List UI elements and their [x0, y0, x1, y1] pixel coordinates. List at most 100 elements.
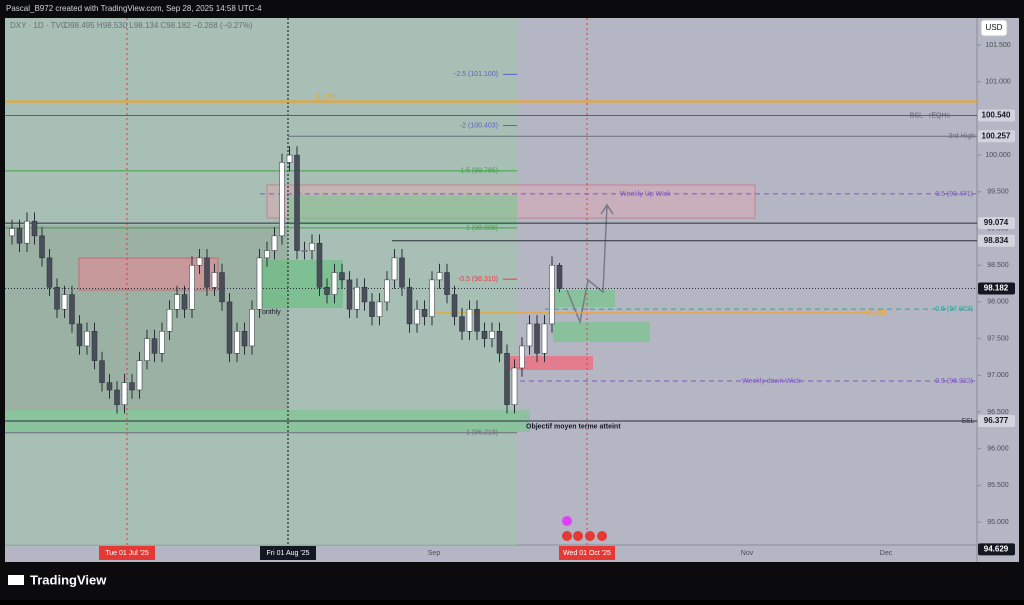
- currency[interactable]: USD: [986, 23, 1003, 32]
- candle-body: [31, 220, 38, 237]
- candle-body: [459, 316, 465, 332]
- candle-body: [541, 323, 548, 354]
- candle-body: [174, 294, 180, 310]
- candle-body: [121, 382, 128, 405]
- y-tick-label: 100.000: [985, 152, 1010, 159]
- candle-body: [534, 323, 540, 354]
- candle-body: [496, 331, 503, 354]
- candle-body: [369, 301, 375, 317]
- x-tick-label: Fri 01 Aug '25: [267, 550, 310, 557]
- brand: TradingView: [30, 572, 107, 587]
- candle-body: [421, 308, 428, 317]
- time-axis: [5, 545, 1019, 562]
- chart-layer: 95.000 95.500 96.000 96.500 97.000 97.500 98.0…: [5, 42, 1015, 560]
- symbol: DXY · 1D · TVC: [10, 21, 67, 30]
- candle-body: [451, 294, 458, 317]
- price-axis: [977, 18, 1019, 545]
- x-tick-label: Dec: [880, 550, 893, 557]
- y-tick-label: 101.500: [985, 42, 1010, 49]
- x-label-box: [99, 546, 155, 560]
- candle-body: [414, 308, 420, 325]
- candle-body: [309, 242, 315, 251]
- zone: [553, 322, 650, 342]
- y-tick-label: 95.000: [987, 519, 1009, 526]
- candle-body: [46, 257, 53, 288]
- candle-body: [9, 228, 15, 237]
- candle-body: [211, 272, 218, 288]
- level-label: 1 (96.218): [466, 430, 498, 437]
- candle-body: [249, 308, 255, 347]
- candle-body: [474, 308, 480, 332]
- currency-button[interactable]: [980, 19, 1008, 37]
- candle-body: [136, 360, 143, 391]
- event-icon: [585, 531, 595, 541]
- candle-body: [339, 272, 345, 281]
- price-tag-label: 94.629: [984, 544, 1009, 553]
- candle-body: [444, 272, 450, 295]
- y-tick-label: 98.000: [987, 299, 1009, 306]
- price-tag: [978, 217, 1015, 230]
- candle-body: [106, 382, 113, 391]
- price-tag: [978, 234, 1015, 247]
- zone: [260, 260, 343, 308]
- event-icon: [597, 531, 607, 541]
- candle-body: [129, 382, 135, 391]
- level-label: 3rd High: [949, 133, 976, 140]
- price-tag-label: 100.257: [982, 131, 1011, 140]
- candle-body: [189, 264, 195, 310]
- level-label: 0.5 (97.902): [935, 306, 973, 313]
- level-label: BSL - rEQHs: [910, 112, 951, 119]
- level-label: D -OB: [315, 93, 335, 100]
- candle-body: [406, 286, 413, 325]
- y-tick-label: 97.000: [987, 372, 1009, 379]
- candle-body: [91, 331, 98, 361]
- projection-arrow: [566, 203, 614, 325]
- candle-body: [76, 323, 83, 347]
- candle-body: [114, 389, 120, 405]
- x-tick-label: Tue 01 Jul '25: [105, 550, 149, 557]
- logo: [8, 575, 24, 585]
- candle-body: [376, 301, 383, 317]
- candle-body: [519, 345, 525, 369]
- candle-body: [361, 286, 368, 303]
- candle-body: [429, 279, 435, 317]
- price-tag: [978, 109, 1015, 122]
- price-tag-label: 100.540: [982, 111, 1011, 120]
- candle-body: [144, 338, 150, 361]
- y-tick-label: 98.500: [987, 262, 1009, 269]
- y-tick-label: 96.000: [987, 446, 1009, 453]
- event-icon: [562, 516, 572, 526]
- x-label-box: [559, 546, 615, 560]
- annotation: onthly: [262, 309, 281, 316]
- candle-body: [316, 242, 323, 288]
- annotation: Weekly down Wick: [742, 378, 801, 385]
- candle-body: [391, 257, 398, 281]
- level-label: SSL: [961, 418, 974, 425]
- candle-body: [504, 353, 510, 405]
- event-icon: [573, 531, 583, 541]
- candle-body: [234, 331, 240, 354]
- level-label: 1.5 (99.785): [460, 168, 498, 175]
- candle-body: [69, 294, 75, 325]
- x-label-box: [260, 546, 316, 560]
- level-label: -2 (100.403): [460, 122, 498, 129]
- candle-body: [466, 308, 473, 332]
- candle-body: [159, 331, 165, 354]
- candle-body: [24, 220, 30, 244]
- annotation: Weekly Up Wick: [620, 191, 671, 198]
- price-tag-label: 96.377: [984, 416, 1009, 425]
- candle-body: [166, 308, 173, 332]
- candle-body: [481, 331, 488, 339]
- candle-body: [286, 154, 293, 163]
- zone: [287, 195, 517, 225]
- y-tick-label: 95.500: [987, 482, 1009, 489]
- candle-body: [324, 286, 330, 295]
- candle-body: [39, 235, 45, 259]
- candle-body: [181, 294, 188, 310]
- candle-body: [294, 154, 300, 251]
- candle-body: [331, 272, 338, 295]
- y-tick-label: 99.500: [987, 189, 1009, 196]
- x-tick-label: Sep: [428, 550, 441, 557]
- level-label: -1 (99.008): [464, 225, 498, 232]
